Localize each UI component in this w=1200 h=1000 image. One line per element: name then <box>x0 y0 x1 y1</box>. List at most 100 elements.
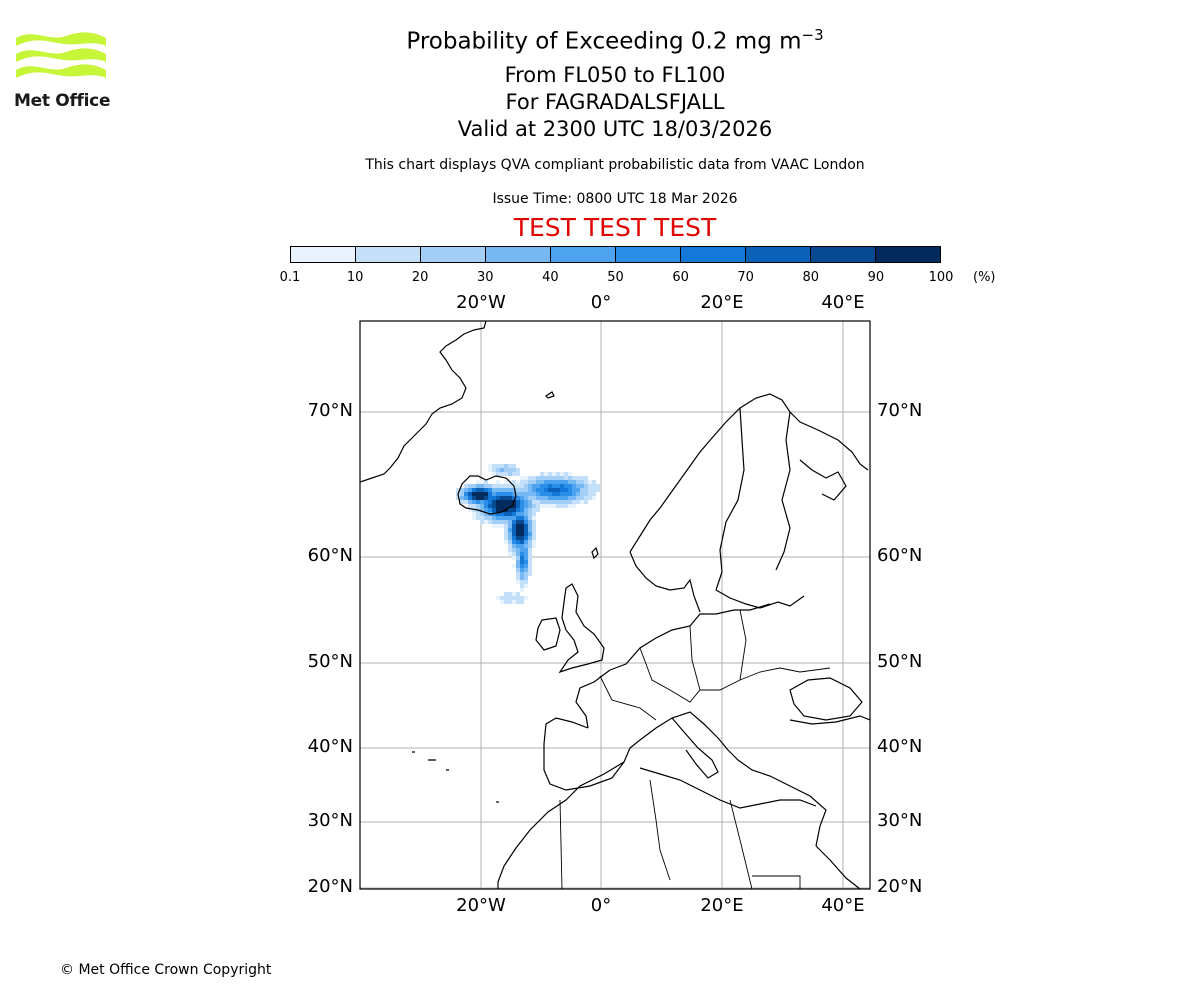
plume-cell <box>532 492 536 496</box>
plume-cell <box>504 480 508 484</box>
italy-coast <box>671 717 719 779</box>
plume-cell <box>496 472 500 476</box>
copyright: © Met Office Crown Copyright <box>60 962 272 978</box>
plume-cell <box>532 520 536 524</box>
plume-cell <box>492 484 496 488</box>
plume-cell <box>524 528 528 532</box>
plume-cell <box>572 492 576 496</box>
plume-cell <box>516 536 520 540</box>
plume-cell <box>568 476 572 480</box>
latitude-label: 20°N <box>877 876 923 897</box>
plume-cell <box>480 488 484 492</box>
plume-cell <box>540 488 544 492</box>
plume-cell <box>580 492 584 496</box>
colorbar-segment <box>615 247 680 262</box>
plume-cell <box>504 596 508 600</box>
plume-cell <box>508 464 512 468</box>
colorbar-tick-label: 40 <box>542 270 559 285</box>
france-coast <box>575 669 611 729</box>
plume-cell <box>484 512 488 516</box>
plume-cell <box>552 472 556 476</box>
plume-cell <box>568 484 572 488</box>
plume-cell <box>588 488 592 492</box>
plume-cell <box>532 496 536 500</box>
plume-cell <box>528 504 532 508</box>
plume-cell <box>516 560 520 564</box>
plume-cell <box>476 480 480 484</box>
plume-cell <box>508 488 512 492</box>
plume-cell <box>504 484 508 488</box>
plume-cell <box>496 484 500 488</box>
plume-cell <box>532 488 536 492</box>
plume-cell <box>572 496 576 500</box>
plume-cell <box>528 512 532 516</box>
plume-cell <box>456 496 460 500</box>
plume-cell <box>496 596 500 600</box>
plume-cell <box>540 492 544 496</box>
plume-cell <box>460 492 464 496</box>
plume-cell <box>556 500 560 504</box>
plume-cell <box>496 488 500 492</box>
plume-cell <box>472 488 476 492</box>
plume-cell <box>528 528 532 532</box>
plume-cell <box>552 500 556 504</box>
plume-cell <box>572 484 576 488</box>
plume-cell <box>528 516 532 520</box>
plume-cell <box>508 548 512 552</box>
colorbar-segment <box>810 247 875 262</box>
plume-cell <box>468 508 472 512</box>
plume-cell <box>548 504 552 508</box>
norway-south-coast <box>629 551 701 613</box>
plume-cell <box>484 516 488 520</box>
plume-cell <box>516 576 520 580</box>
plume-cell <box>524 576 528 580</box>
plume-cell <box>496 492 500 496</box>
plume-cell <box>488 488 492 492</box>
plume-cell <box>488 496 492 500</box>
plume-cell <box>496 524 500 528</box>
plume-cell <box>568 500 572 504</box>
plume-cell <box>488 504 492 508</box>
plume-cell <box>580 496 584 500</box>
plume-cell <box>524 492 528 496</box>
plume-cell <box>568 492 572 496</box>
plume-cell <box>580 500 584 504</box>
plume-cell <box>552 504 556 508</box>
plume-cell <box>480 516 484 520</box>
plume-cell <box>564 476 568 480</box>
plume-cell <box>468 500 472 504</box>
colorbar-tick-label: 30 <box>477 270 494 285</box>
plume-cell <box>512 512 516 516</box>
plume-cell <box>504 512 508 516</box>
latitude-label: 50°N <box>877 651 923 672</box>
plume-cell <box>560 492 564 496</box>
plume-cell <box>556 484 560 488</box>
plume-cell <box>468 504 472 508</box>
latitude-label: 40°N <box>307 736 353 757</box>
plume-cell <box>492 464 496 468</box>
plume-cell <box>476 488 480 492</box>
plume-cell <box>508 512 512 516</box>
plume-cell <box>480 508 484 512</box>
plume-cell <box>592 488 596 492</box>
plume-cell <box>564 488 568 492</box>
plume-cell <box>520 580 524 584</box>
red-sea <box>815 845 861 889</box>
plume-cell <box>508 536 512 540</box>
plume-cell <box>512 600 516 604</box>
plume-cell <box>524 552 528 556</box>
plume-cell <box>512 464 516 468</box>
plume-cell <box>508 540 512 544</box>
plume-cell <box>508 472 512 476</box>
plume-cell <box>504 516 508 520</box>
plume-cell <box>472 504 476 508</box>
plume-cell <box>520 560 524 564</box>
plume-cell <box>492 520 496 524</box>
plume-cell <box>568 488 572 492</box>
plume-cell <box>544 476 548 480</box>
plume-cell <box>592 484 596 488</box>
longitude-label: 0° <box>590 292 612 313</box>
plume-cell <box>472 492 476 496</box>
plume-cell <box>508 504 512 508</box>
plume-cell <box>480 504 484 508</box>
